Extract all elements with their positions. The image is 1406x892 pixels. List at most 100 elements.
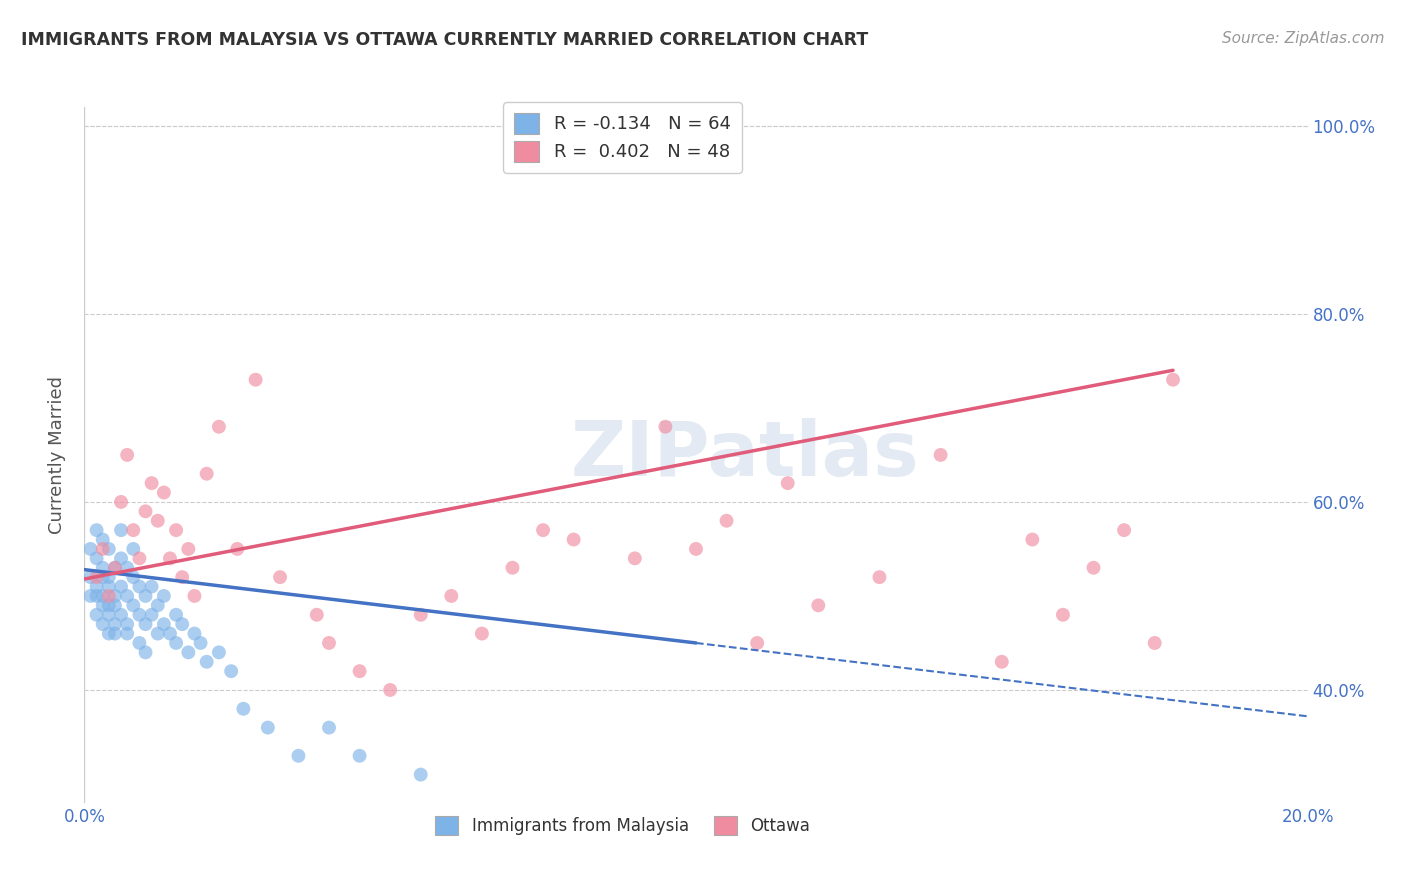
Point — [471, 626, 494, 640]
Point — [104, 617, 127, 632]
Point — [776, 476, 799, 491]
Point — [97, 580, 120, 594]
Point — [172, 617, 194, 632]
Text: ZIPatlas: ZIPatlas — [571, 418, 920, 491]
Point — [716, 514, 738, 528]
Point — [91, 589, 114, 603]
Point — [86, 570, 108, 584]
Point — [110, 495, 132, 509]
Point — [79, 541, 101, 556]
Point — [115, 560, 138, 574]
Point — [135, 617, 157, 632]
Point — [153, 617, 176, 632]
Point — [159, 551, 181, 566]
Point — [104, 560, 127, 574]
Point — [685, 541, 707, 556]
Point — [195, 467, 218, 481]
Point — [991, 655, 1014, 669]
Point — [318, 721, 340, 735]
Point — [153, 485, 176, 500]
Point — [195, 655, 218, 669]
Point — [165, 607, 187, 622]
Point — [128, 580, 150, 594]
Point — [97, 607, 120, 622]
Point — [97, 589, 120, 603]
Point — [1143, 636, 1166, 650]
Point — [1021, 533, 1043, 547]
Point — [141, 607, 163, 622]
Point — [245, 373, 267, 387]
Point — [115, 448, 138, 462]
Point — [440, 589, 463, 603]
Point — [269, 570, 291, 584]
Point — [172, 570, 194, 584]
Point — [97, 626, 120, 640]
Point — [104, 599, 127, 613]
Point — [122, 541, 145, 556]
Point — [110, 551, 132, 566]
Point — [165, 523, 187, 537]
Point — [929, 448, 952, 462]
Point — [135, 504, 157, 518]
Point — [654, 419, 676, 434]
Point — [97, 541, 120, 556]
Point — [128, 607, 150, 622]
Point — [91, 617, 114, 632]
Point — [869, 570, 891, 584]
Point — [97, 570, 120, 584]
Point — [409, 607, 432, 622]
Point — [287, 748, 309, 763]
Point — [349, 748, 371, 763]
Point — [1052, 607, 1074, 622]
Point — [97, 599, 120, 613]
Point — [305, 607, 328, 622]
Point — [146, 599, 169, 613]
Point — [165, 636, 187, 650]
Point — [122, 599, 145, 613]
Point — [146, 626, 169, 640]
Point — [624, 551, 647, 566]
Y-axis label: Currently Married: Currently Married — [48, 376, 66, 534]
Point — [91, 541, 114, 556]
Point — [86, 589, 108, 603]
Point — [110, 580, 132, 594]
Text: Source: ZipAtlas.com: Source: ZipAtlas.com — [1222, 31, 1385, 46]
Point — [79, 570, 101, 584]
Point — [318, 636, 340, 650]
Point — [104, 589, 127, 603]
Point — [86, 551, 108, 566]
Text: IMMIGRANTS FROM MALAYSIA VS OTTAWA CURRENTLY MARRIED CORRELATION CHART: IMMIGRANTS FROM MALAYSIA VS OTTAWA CURRE… — [21, 31, 869, 49]
Point — [1114, 523, 1136, 537]
Point — [146, 514, 169, 528]
Point — [219, 664, 242, 678]
Point — [128, 636, 150, 650]
Point — [409, 767, 432, 781]
Point — [531, 523, 554, 537]
Point — [190, 636, 212, 650]
Point — [135, 645, 157, 659]
Point — [502, 560, 524, 574]
Legend: Immigrants from Malaysia, Ottawa: Immigrants from Malaysia, Ottawa — [426, 807, 818, 843]
Point — [153, 589, 176, 603]
Point — [128, 551, 150, 566]
Point — [86, 607, 108, 622]
Point — [1161, 373, 1184, 387]
Point — [380, 683, 402, 698]
Point — [110, 607, 132, 622]
Point — [86, 523, 108, 537]
Point — [122, 523, 145, 537]
Point — [177, 645, 200, 659]
Point — [79, 589, 101, 603]
Point — [141, 476, 163, 491]
Point — [226, 541, 249, 556]
Point — [91, 560, 114, 574]
Point — [115, 617, 138, 632]
Point — [159, 626, 181, 640]
Point — [91, 533, 114, 547]
Point — [747, 636, 769, 650]
Point — [208, 645, 231, 659]
Point — [110, 523, 132, 537]
Point — [232, 702, 254, 716]
Point — [91, 599, 114, 613]
Point — [349, 664, 371, 678]
